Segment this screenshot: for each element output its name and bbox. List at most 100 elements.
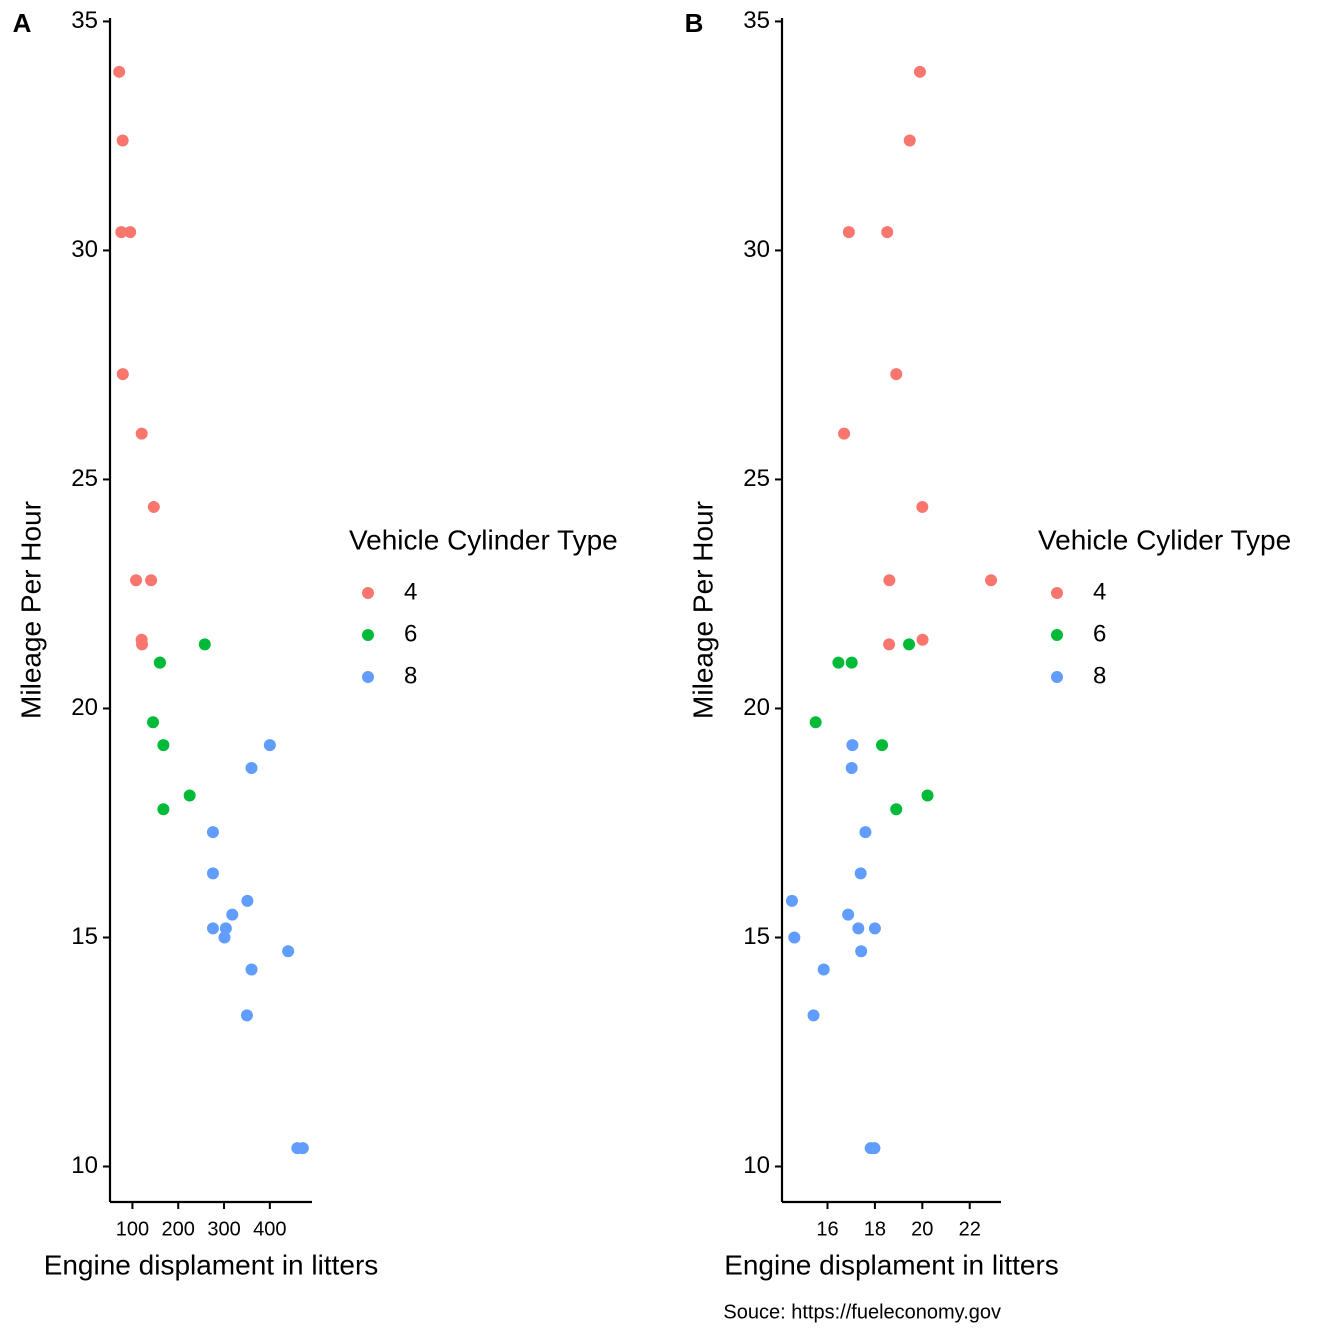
legend-label: 6 (1093, 620, 1106, 647)
point (785, 894, 798, 907)
legend-title: Vehicle Cylider Type (1038, 524, 1291, 555)
point (124, 226, 137, 239)
point (838, 427, 851, 440)
point (206, 867, 219, 880)
point (116, 134, 129, 147)
point (832, 656, 845, 669)
point (859, 826, 872, 839)
y-tick-label: 10 (743, 1152, 770, 1179)
point (809, 716, 822, 729)
point (145, 574, 158, 587)
point (817, 963, 830, 976)
point (206, 922, 219, 935)
x-tick-label: 22 (959, 1218, 981, 1240)
point (807, 1009, 820, 1022)
point (842, 908, 855, 921)
point (846, 739, 859, 752)
point (135, 427, 148, 440)
legend-key (362, 629, 374, 641)
point (868, 922, 881, 935)
x-axis-title: Engine displament in litters (724, 1249, 1059, 1280)
legend-key (1051, 587, 1063, 599)
x-tick-label: 400 (253, 1218, 286, 1240)
x-tick-label: 100 (116, 1218, 149, 1240)
caption: Souce: https://fueleconomy.gov (723, 1301, 1001, 1323)
point (136, 638, 149, 651)
legend-key (1051, 671, 1063, 683)
point (147, 716, 160, 729)
point (245, 762, 258, 775)
y-tick-label: 25 (71, 465, 98, 492)
point (903, 134, 916, 147)
legend-label: 6 (404, 620, 417, 647)
point (153, 656, 166, 669)
point (842, 226, 855, 239)
legend-title: Vehicle Cylinder Type (349, 524, 618, 555)
legend-key (1051, 629, 1063, 641)
point (985, 574, 998, 587)
point (115, 226, 128, 239)
legend-key (362, 587, 374, 599)
y-tick-label: 30 (743, 236, 770, 263)
point (890, 368, 903, 381)
point (854, 867, 867, 880)
y-tick-label: 20 (743, 694, 770, 721)
point (291, 1142, 304, 1155)
point (206, 826, 219, 839)
legend-key (362, 671, 374, 683)
panel-tag: B (685, 8, 704, 38)
point (263, 739, 276, 752)
point (890, 803, 903, 816)
point (130, 574, 143, 587)
point (913, 65, 926, 78)
point (883, 574, 896, 587)
legend-label: 4 (404, 578, 417, 605)
x-tick-label: 200 (162, 1218, 195, 1240)
point (282, 945, 295, 958)
point (903, 638, 916, 651)
x-tick-label: 300 (207, 1218, 240, 1240)
panel-tag: A (13, 8, 32, 38)
point (864, 1142, 877, 1155)
point (788, 931, 801, 944)
point (157, 739, 170, 752)
y-tick-label: 20 (71, 694, 98, 721)
point (921, 789, 934, 802)
point (240, 1009, 253, 1022)
y-tick-label: 30 (71, 236, 98, 263)
point (241, 894, 254, 907)
y-tick-label: 35 (71, 7, 98, 34)
point (245, 963, 258, 976)
point (916, 633, 929, 646)
y-tick-label: 15 (71, 923, 98, 950)
point (183, 789, 196, 802)
y-axis-title: Mileage Per Hour (15, 501, 46, 719)
legend-label: 4 (1093, 578, 1106, 605)
point (876, 739, 889, 752)
y-tick-label: 25 (743, 465, 770, 492)
point (855, 945, 868, 958)
point (881, 226, 894, 239)
point (845, 656, 858, 669)
point (198, 638, 211, 651)
x-axis-title: Engine displament in litters (44, 1249, 379, 1280)
point (157, 803, 170, 816)
point (845, 762, 858, 775)
point (883, 638, 896, 651)
x-tick-label: 16 (816, 1218, 838, 1240)
legend-label: 8 (1093, 662, 1106, 689)
point (916, 500, 929, 513)
x-tick-label: 18 (864, 1218, 886, 1240)
point (218, 931, 231, 944)
y-axis-title: Mileage Per Hour (687, 501, 718, 719)
y-tick-label: 10 (71, 1152, 98, 1179)
legend-label: 8 (404, 662, 417, 689)
point (116, 368, 129, 381)
y-tick-label: 15 (743, 923, 770, 950)
point (852, 922, 865, 935)
x-tick-label: 20 (911, 1218, 933, 1240)
point (113, 65, 126, 78)
y-tick-label: 35 (743, 7, 770, 34)
point (226, 908, 239, 921)
